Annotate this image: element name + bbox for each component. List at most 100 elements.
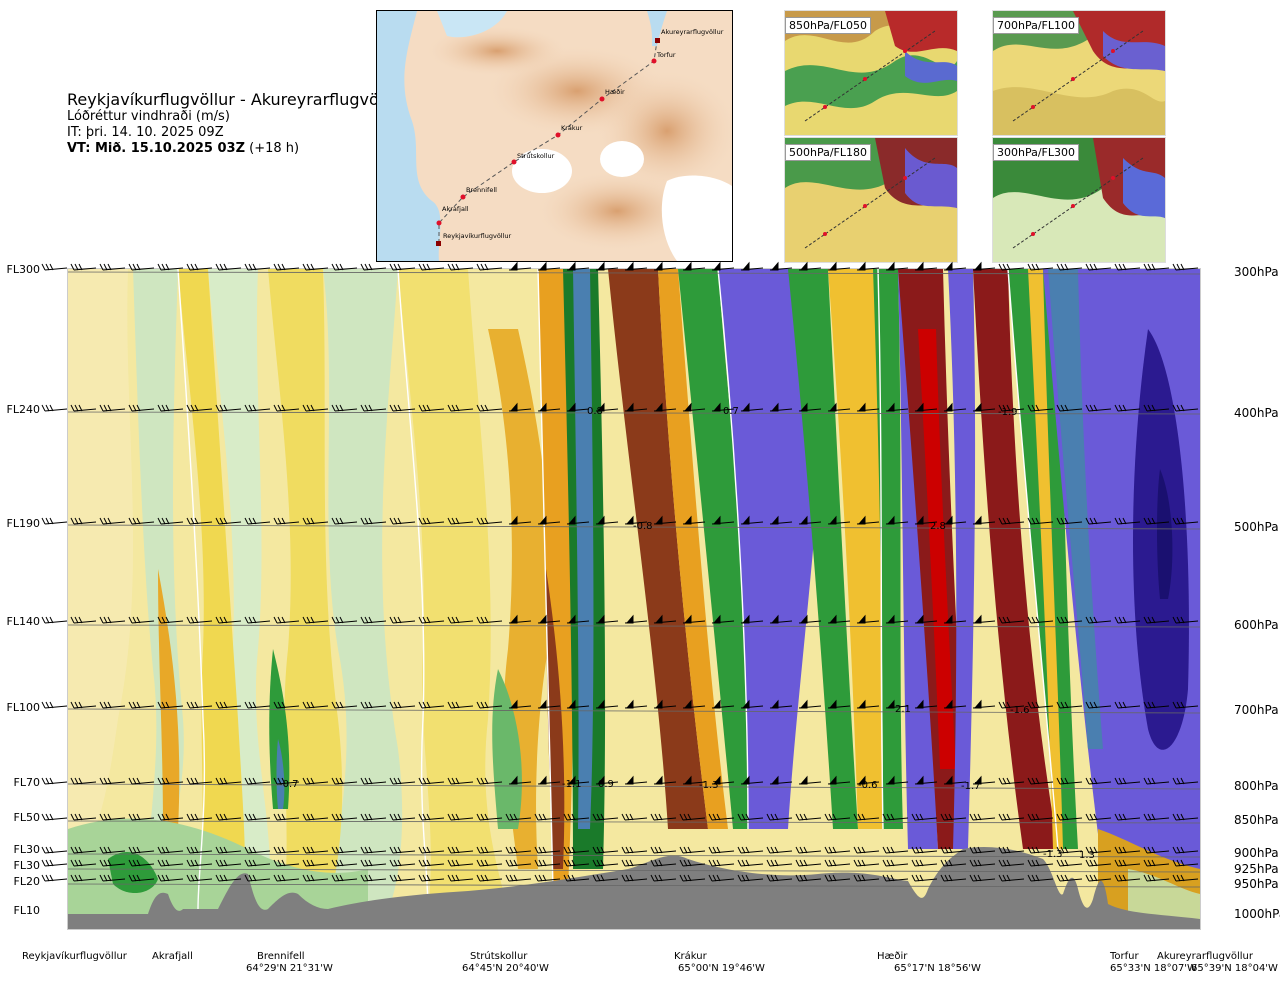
pressure-level-label: 500hPa: [1234, 520, 1279, 534]
variable-label: Lóðréttur vindhraði (m/s): [67, 109, 230, 124]
thumbnail-300hpa[interactable]: 300hPa/FL300: [992, 137, 1166, 263]
location-torfur: Torfur: [1110, 951, 1139, 962]
coord-haedir: 65°17'N 18°56'W: [894, 963, 981, 974]
wind-barb-feather: [41, 616, 46, 624]
wind-barb: [44, 781, 68, 785]
wind-barb-feather: [45, 263, 50, 271]
pressure-level-label: 850hPa: [1234, 813, 1279, 827]
coord-strutskollur: 64°45'N 20°40'W: [462, 963, 549, 974]
map-label-akrafjall: Akrafjall: [442, 205, 469, 213]
wind-barb-feather: [49, 263, 54, 271]
flight-level-label: FL30: [13, 843, 40, 856]
wind-barb: [44, 705, 68, 709]
location-brennifell: Brennifell: [257, 951, 305, 962]
map-label-strutskollur: Strútskollur: [517, 152, 555, 160]
pressure-level-label: 400hPa: [1234, 406, 1279, 420]
pressure-level-label: 800hPa: [1234, 779, 1279, 793]
flight-level-label: FL20: [13, 875, 40, 888]
coord-akureyri: 65°39'N 18°04'W: [1191, 963, 1278, 974]
coord-krakur: 65°00'N 19°46'W: [678, 963, 765, 974]
wind-barb: [44, 620, 68, 624]
wind-barb-feather: [49, 859, 54, 867]
map-label-reykjavik: Reykjavíkurflugvöllur: [443, 232, 512, 240]
wind-barb: [44, 863, 68, 867]
flight-level-label: FL10: [13, 904, 40, 917]
wind-barb-feather: [49, 813, 54, 821]
flight-level-label: FL50: [13, 811, 40, 824]
wind-barb-feather: [41, 263, 46, 271]
pressure-level-label: 300hPa: [1234, 265, 1279, 279]
thumbnail-500hpa-label: 500hPa/FL180: [785, 144, 872, 161]
chart-title-block: Reykjavíkurflugvöllur - Akureyrarflugvöl…: [67, 90, 404, 157]
map-label-haedir: Hæðir: [605, 88, 625, 96]
wind-barb-feather: [45, 517, 50, 525]
wind-barb-feather: [41, 701, 46, 709]
coord-torfur: 65°33'N 18°07'W: [1110, 963, 1197, 974]
location-akrafjall: Akrafjall: [152, 951, 193, 962]
wind-barb-feather: [49, 404, 54, 412]
thumbnail-700hpa[interactable]: 700hPa/FL100: [992, 10, 1166, 136]
wind-barb-feather: [49, 517, 54, 525]
wind-barb-feather: [45, 813, 50, 821]
flight-level-label: FL300: [6, 263, 40, 276]
wind-barb-feather: [41, 517, 46, 525]
wind-barb-feather: [45, 616, 50, 624]
wind-barb-feather: [49, 777, 54, 785]
pressure-level-label: 925hPa: [1234, 862, 1279, 876]
wind-barb: [44, 408, 68, 412]
wind-barb: [44, 521, 68, 525]
map-label-brennifell: Brennifell: [466, 186, 497, 194]
coord-brennifell: 64°29'N 21°31'W: [246, 963, 333, 974]
wind-barb: [44, 878, 68, 882]
thumbnail-500hpa[interactable]: 500hPa/FL180: [784, 137, 958, 263]
route-map[interactable]: Akureyrarflugvöllur Torfur Hæðir Krákur …: [376, 10, 733, 262]
wind-barb-feather: [41, 874, 46, 882]
thumbnail-850hpa[interactable]: 850hPa/FL050: [784, 10, 958, 136]
wind-barb-feather: [41, 859, 46, 867]
wind-barb: [44, 850, 68, 854]
wind-barb-feather: [45, 777, 50, 785]
wind-barb-feather: [45, 874, 50, 882]
flight-level-label: FL190: [6, 517, 40, 530]
wind-barb-feather: [41, 846, 46, 854]
wind-barb-feather: [45, 859, 50, 867]
wind-barb-feather: [45, 846, 50, 854]
forecast-offset: (+18 h): [249, 141, 300, 156]
wind-barb-feather: [45, 404, 50, 412]
thumbnail-700hpa-label: 700hPa/FL100: [993, 17, 1080, 34]
route-map-svg: Akureyrarflugvöllur Torfur Hæðir Krákur …: [377, 11, 732, 261]
location-strutskollur: Strútskollur: [470, 951, 528, 962]
wind-barb-feather: [41, 404, 46, 412]
pressure-level-label: 950hPa: [1234, 877, 1279, 891]
pressure-level-label: 700hPa: [1234, 703, 1279, 717]
location-krakur: Krákur: [674, 951, 707, 962]
flight-level-label: FL30: [13, 859, 40, 872]
flight-level-label: FL240: [6, 403, 40, 416]
cross-section-plot[interactable]: [67, 268, 1201, 930]
wind-barb-feather: [49, 846, 54, 854]
pressure-level-label: 900hPa: [1234, 846, 1279, 860]
route-title: Reykjavíkurflugvöllur - Akureyrarflugvöl…: [67, 90, 405, 109]
wind-barb: [44, 817, 68, 821]
wind-barb-feather: [49, 616, 54, 624]
map-label-akureyri: Akureyrarflugvöllur: [661, 28, 724, 36]
thumbnail-850hpa-label: 850hPa/FL050: [785, 17, 872, 34]
wind-barb-feather: [41, 777, 46, 785]
pressure-level-label: 600hPa: [1234, 618, 1279, 632]
flight-level-label: FL100: [6, 701, 40, 714]
cross-section-field: [68, 269, 1200, 929]
location-akureyri: Akureyrarflugvöllur: [1157, 951, 1254, 962]
wind-barb-feather: [49, 701, 54, 709]
initial-time: IT: þri. 14. 10. 2025 09Z: [67, 125, 224, 140]
map-label-krakur: Krákur: [561, 124, 583, 132]
wind-barb-feather: [49, 874, 54, 882]
flight-level-label: FL70: [13, 776, 40, 789]
valid-time-bold: VT: Mið. 15.10.2025 03Z: [67, 141, 246, 156]
wind-barb-feather: [45, 701, 50, 709]
map-label-torfur: Torfur: [656, 51, 676, 59]
flight-level-label: FL140: [6, 615, 40, 628]
pressure-level-label: 1000hPa: [1234, 907, 1280, 921]
thumbnail-300hpa-label: 300hPa/FL300: [993, 144, 1080, 161]
location-reykjavik: Reykjavíkurflugvöllur: [22, 951, 127, 962]
valid-time: VT: Mið. 15.10.2025 03Z (+18 h): [67, 141, 404, 157]
